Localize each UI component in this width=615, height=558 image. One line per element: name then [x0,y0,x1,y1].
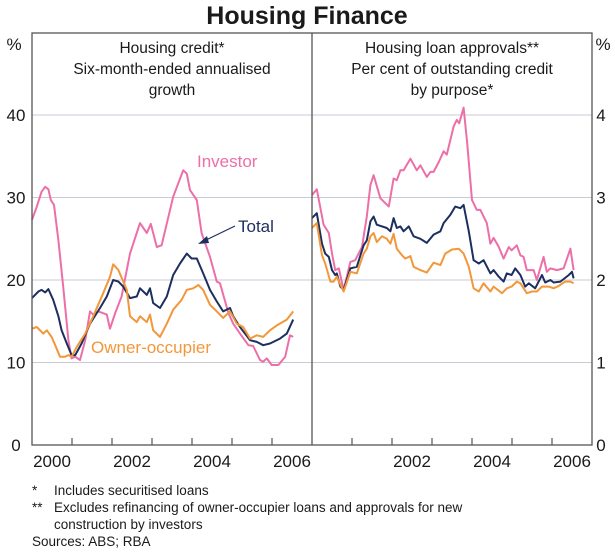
investor-label: Investor [197,152,258,171]
footnote-1: Includes securitised loans [54,483,209,498]
credit-investor-line [31,169,294,366]
x-tick-label: 2004 [193,452,231,471]
owner-occupier-label: Owner-occupier [91,338,211,357]
left-y-tick-label: 0 [11,436,20,455]
left-panel-heading-3: growth [149,82,196,99]
x-tick-label: 2002 [393,452,431,471]
credit-owner-occupier-line [31,263,294,358]
right-panel-heading-2: Per cent of outstanding credit [351,61,553,78]
left-y-tick-label: 20 [7,271,26,290]
x-tick-label: 2002 [113,452,151,471]
right-y-tick-label: 4 [596,106,605,125]
left-panel-heading-1: Housing credit* [119,40,224,57]
right-y-tick-label: 1 [596,354,605,373]
left-y-tick-label: 40 [7,106,26,125]
x-tick-label: 2006 [553,452,591,471]
left-y-tick-label: 10 [7,354,26,373]
sources-note: Sources: ABS; RBA [32,534,151,549]
footnote-2-marker: ** [32,500,43,515]
total-arrow-line [203,225,236,242]
left-y-tick-label: 30 [7,189,26,208]
right-unit-label: % [595,35,610,54]
left-panel-heading-2: Six-month-ended annualised [73,61,270,78]
chart-title: Housing Finance [206,2,408,30]
left-unit-label: % [6,35,21,54]
total-arrow-head [198,236,209,244]
x-tick-label: 2006 [273,452,311,471]
footnote-2: Excludes refinancing of owner-occupier l… [54,500,462,515]
right-y-tick-label: 0 [596,436,605,455]
approvals-owner-occupier-line [311,222,575,295]
right-y-tick-label: 3 [596,189,605,208]
footnote-2-continued: construction by investors [54,517,203,532]
x-tick-label: 2004 [473,452,511,471]
series-lines [31,106,575,366]
right-panel-heading-3: by purpose* [411,82,494,99]
approvals-total-line [311,203,575,291]
footnote-1-marker: * [32,483,38,498]
right-panel-heading-1: Housing loan approvals** [365,40,539,57]
axis-ticks: 0 10 20 30 40 2000 2002 2004 2006 0 1 2 3 4 2002 2004 20… [7,106,606,471]
x-tick-label: 2000 [33,452,71,471]
right-y-tick-label: 2 [596,271,605,290]
approvals-investor-line [311,106,575,291]
total-label: Total [238,217,274,236]
